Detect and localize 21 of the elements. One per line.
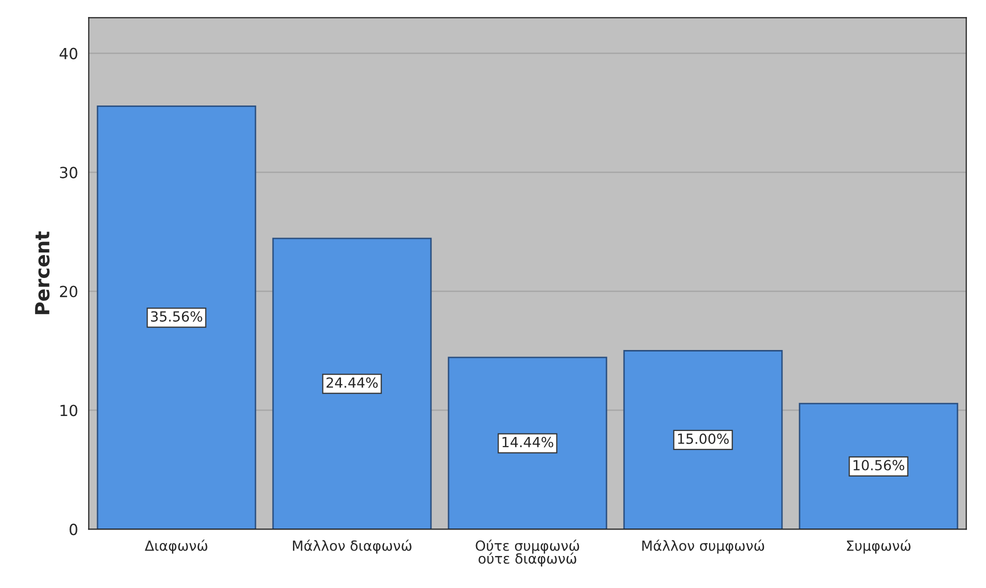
x-tick-label: Ούτε συμφωνώ ούτε διαφωνώ <box>476 540 580 566</box>
y-tick-label: 30 <box>60 166 78 178</box>
bar <box>623 350 783 530</box>
y-tick-label: 40 <box>60 48 78 60</box>
x-tick-label: Διαφωνώ <box>144 540 208 554</box>
bar <box>96 105 256 530</box>
y-tick-label: 10 <box>60 404 78 416</box>
data-label: 24.44% <box>326 377 378 388</box>
data-label: 35.56% <box>151 311 202 322</box>
y-axis-title: Percent <box>35 231 50 314</box>
data-label: 10.56% <box>854 460 904 470</box>
bar <box>448 356 608 530</box>
y-tick-label: 20 <box>60 286 78 298</box>
data-label: 14.44% <box>502 436 554 448</box>
x-tick-label: Μάλλον διαφωνώ <box>292 540 412 554</box>
bar <box>272 238 432 530</box>
bar <box>798 402 958 530</box>
x-tick-label: Μάλλον συμφωνώ <box>642 540 764 554</box>
data-label: 15.00% <box>678 434 729 444</box>
x-tick-label: Συμφωνώ <box>846 540 910 554</box>
y-tick-label: 0 <box>70 524 78 536</box>
